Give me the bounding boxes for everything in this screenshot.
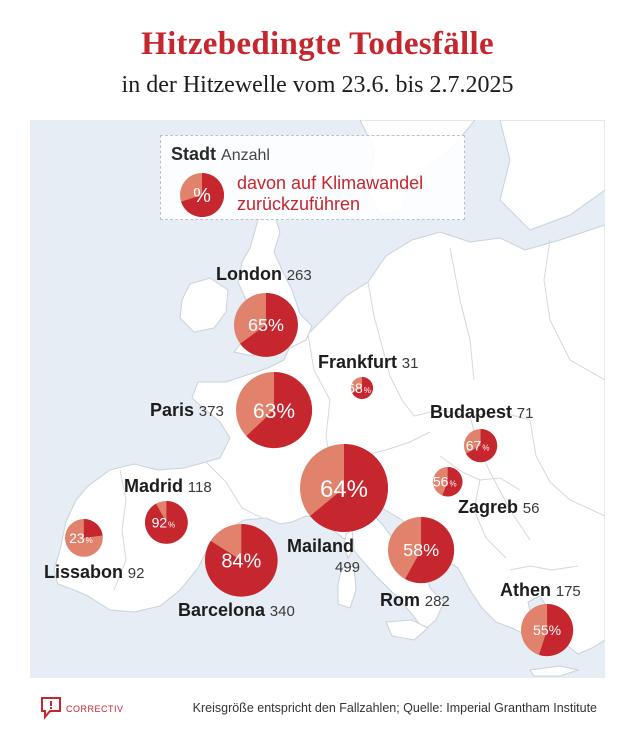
land-ireland (179, 277, 229, 333)
city-label-madrid: Madrid 118 (124, 476, 212, 497)
pie-climate-share (310, 444, 388, 532)
city-name: Athen (500, 580, 551, 600)
city-count: 340 (269, 603, 295, 620)
city-pie-rom: 58% (387, 516, 455, 584)
city-count: 71 (516, 405, 534, 422)
pie-climate-share (204, 523, 278, 597)
pie-share-value: 23% (69, 530, 93, 546)
city-name: Frankfurt (318, 352, 398, 372)
city-pie-lissabon: 23% (65, 519, 103, 557)
pie-climate-share (83, 519, 103, 538)
legend-pie-icon: % (179, 172, 225, 223)
source-note: Kreisgröße entspricht den Fallzahlen; Qu… (192, 701, 597, 715)
city-label-rom: Rom 282 (380, 590, 450, 611)
legend-description-line2: zurückzuführen (237, 194, 361, 214)
city-pie-frankfurt: 68% (347, 377, 374, 399)
pie-share-value: 56% (433, 474, 457, 490)
chart-title: Hitzebedingte Todesfälle (141, 26, 494, 62)
pie-climate-share (352, 377, 374, 399)
city-name: Zagreb (458, 497, 519, 517)
pie-share-value: 55% (533, 622, 561, 638)
land-sardinia (337, 565, 357, 609)
pie-share-value: 84% (221, 550, 261, 572)
city-label-london: London 263 (216, 264, 312, 285)
city-count: 31 (401, 355, 419, 372)
city-name: Rom (380, 590, 420, 610)
legend-description-line1: davon auf Klimawandel (237, 173, 424, 193)
city-name: Mailand (287, 536, 355, 556)
city-count: 92 (127, 565, 145, 582)
legend-pie-symbol: % (193, 185, 211, 207)
city-count: 263 (286, 267, 312, 284)
land-finland (499, 120, 605, 231)
city-label-lissabon: Lissabon 92 (44, 562, 144, 583)
city-pie-paris: 63% (235, 371, 313, 449)
city-count: 175 (555, 583, 581, 600)
city-count: 56 (522, 500, 540, 517)
city-count: 373 (198, 403, 224, 420)
brand-name: CORRECTIV (66, 704, 124, 714)
land-sicily (385, 619, 429, 641)
pie-climate-share (538, 603, 574, 657)
city-count: 118 (187, 479, 212, 496)
legend-pie-dark (181, 172, 225, 217)
city-name: Budapest (430, 402, 513, 422)
city-label-athen: Athen 175 (500, 580, 581, 601)
chart-subtitle: in der Hitzewelle vom 23.6. bis 2.7.2025 (121, 72, 514, 98)
pie-share-value: 63% (253, 400, 295, 423)
legend-count-label: Anzahl (221, 147, 270, 164)
legend: Stadt Anzahl % davon auf Klimawandel zur… (160, 135, 465, 220)
city-label-frankfurt: Frankfurt 31 (318, 352, 418, 373)
pie-climate-share (442, 467, 463, 497)
pie-climate-share (405, 516, 455, 584)
legend-description: davon auf Klimawandel zurückzuführen (237, 173, 462, 215)
city-pie-mailand: 64% (300, 444, 388, 532)
city-pie-budapest: 67% (464, 429, 498, 463)
pie-climate-share (466, 429, 498, 463)
legend-city-label: Stadt (171, 144, 216, 164)
legend-title: Stadt Anzahl (171, 144, 270, 165)
country-borders (113, 239, 605, 591)
land-crete (529, 665, 580, 677)
pie-climate-share (144, 500, 188, 544)
city-label-paris: Paris 373 (150, 400, 224, 421)
correctiv-logo-icon (41, 697, 61, 720)
footer: CORRECTIV Kreisgröße entspricht den Fall… (0, 690, 635, 743)
city-name: Paris (150, 400, 195, 420)
city-label-mailand: Mailand 499 (287, 536, 360, 577)
city-label-barcelona: Barcelona 340 (178, 600, 295, 621)
pie-share-value: 65% (248, 315, 284, 335)
pie-share-value: 68% (347, 380, 371, 396)
city-label-budapest: Budapest 71 (430, 402, 533, 423)
pie-climate-share (246, 371, 313, 449)
pie-share-value: 67% (466, 438, 490, 454)
city-name: Lissabon (44, 562, 124, 582)
pie-share-value: 92% (151, 514, 175, 530)
city-label-zagreb: Zagreb 56 (458, 497, 539, 518)
city-name: Barcelona (178, 600, 266, 620)
city-pie-athen: 55% (520, 603, 574, 657)
city-name: Madrid (124, 476, 184, 496)
pie-share-value: 58% (403, 540, 439, 560)
city-pie-barcelona: 84% (204, 523, 278, 597)
city-pie-zagreb: 56% (433, 467, 463, 497)
city-count: 282 (424, 593, 450, 610)
pie-share-value: 64% (320, 476, 368, 503)
city-count: 499 (335, 559, 361, 576)
city-pie-london: 65% (234, 293, 298, 357)
city-pie-madrid: 92% (144, 500, 188, 544)
pie-climate-share (240, 293, 298, 357)
city-name: London (216, 264, 282, 284)
